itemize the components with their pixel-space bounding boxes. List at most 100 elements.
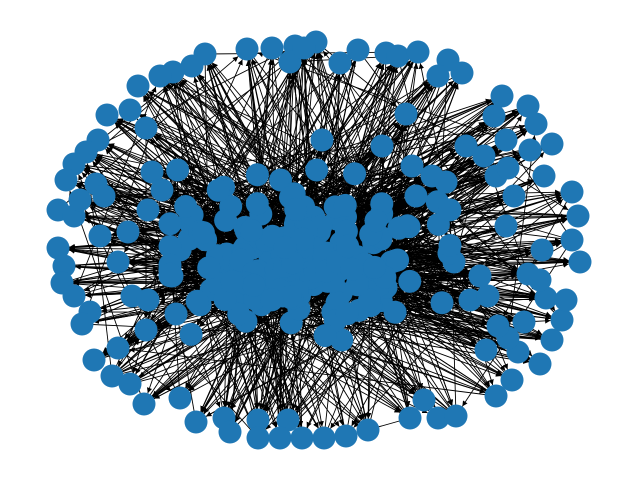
graph-node — [568, 250, 592, 274]
graph-node — [484, 384, 508, 408]
graph-node — [476, 284, 500, 308]
graph-node — [412, 388, 436, 412]
graph-node — [518, 138, 542, 162]
graph-node — [340, 257, 364, 281]
graph-node — [313, 324, 337, 348]
graph-node — [245, 163, 269, 187]
graph-node — [444, 404, 468, 428]
graph-node — [132, 392, 156, 416]
graph-node — [260, 36, 284, 60]
graph-node — [400, 154, 424, 178]
graph-node — [168, 386, 192, 410]
graph-node — [134, 318, 158, 342]
graph-node — [118, 372, 142, 396]
graph-node — [502, 184, 526, 208]
graph-edge — [404, 237, 443, 303]
graph-node — [472, 144, 496, 168]
graph-node — [438, 234, 462, 257]
graph-node — [494, 214, 518, 238]
graph-node — [92, 184, 116, 208]
graph-node — [150, 178, 174, 202]
graph-node — [426, 64, 450, 88]
graph-node — [245, 192, 269, 216]
graph-node — [454, 134, 478, 158]
graph-node — [179, 322, 203, 346]
graph-node — [227, 302, 251, 326]
graph-node — [185, 289, 209, 313]
graph-node — [490, 84, 514, 108]
graph-node — [530, 238, 554, 262]
graph-node — [276, 408, 300, 432]
graph-node — [532, 164, 556, 188]
graph-edge — [190, 334, 221, 408]
graph-edge — [281, 305, 425, 401]
graph-node — [450, 61, 474, 85]
graph-node — [528, 268, 552, 292]
graph-edge — [229, 290, 281, 433]
graph-node — [126, 74, 150, 98]
graph-node — [328, 51, 352, 75]
nodes-layer — [46, 30, 592, 450]
graph-edge — [169, 81, 400, 229]
graph-node — [70, 312, 94, 336]
graph-node — [206, 178, 230, 202]
graph-node — [430, 291, 454, 315]
graph-node — [136, 288, 160, 312]
graph-node — [88, 224, 112, 248]
graph-node — [158, 235, 182, 258]
graph-node — [528, 352, 552, 376]
graph-node — [383, 300, 407, 324]
graph-edge — [330, 252, 450, 429]
graph-edge — [279, 269, 447, 439]
graph-node — [550, 308, 574, 332]
graph-node — [106, 250, 130, 274]
graph-node — [148, 64, 172, 88]
graph-node — [540, 328, 564, 352]
graph-node — [386, 248, 410, 272]
graph-edge — [129, 347, 497, 397]
graph-node — [235, 37, 259, 61]
graph-node — [158, 212, 182, 236]
graph-node — [52, 254, 76, 278]
graph-node — [82, 348, 106, 372]
graph-node — [246, 408, 270, 432]
graph-node — [494, 128, 518, 152]
graph-node — [474, 338, 498, 362]
graph-edge — [353, 299, 471, 428]
graph-node — [214, 208, 238, 232]
graph-node — [406, 40, 430, 64]
graph-node — [560, 180, 584, 204]
graph-node — [46, 236, 70, 260]
graph-edge — [327, 95, 503, 167]
graph-node — [468, 264, 492, 288]
graph-node — [482, 104, 506, 128]
graph-edge — [392, 95, 503, 142]
graph-edge — [294, 147, 456, 195]
graph-node — [140, 160, 164, 184]
graph-node — [118, 98, 142, 122]
graph-node — [356, 418, 380, 442]
graph-node — [398, 269, 422, 293]
graph-node — [336, 234, 360, 258]
graph-node — [305, 158, 329, 182]
graph-node — [364, 209, 388, 233]
graph-node — [220, 270, 244, 294]
graph-node — [278, 285, 302, 309]
graph-node — [438, 198, 462, 222]
graph-node — [166, 158, 190, 182]
graph-node — [370, 134, 394, 158]
graph-node — [512, 310, 536, 334]
graph-node — [278, 50, 302, 74]
graph-node — [310, 128, 334, 152]
graph-node — [54, 168, 78, 192]
graph-node — [197, 256, 221, 280]
graph-edge — [301, 310, 370, 439]
graph-node — [346, 38, 370, 62]
graph-node — [136, 198, 160, 222]
graph-node — [335, 302, 359, 326]
graph-edge — [73, 275, 171, 285]
graph-edge — [507, 135, 537, 339]
graph-node — [486, 314, 510, 338]
graph-node — [500, 368, 524, 392]
graph-node — [334, 424, 358, 448]
